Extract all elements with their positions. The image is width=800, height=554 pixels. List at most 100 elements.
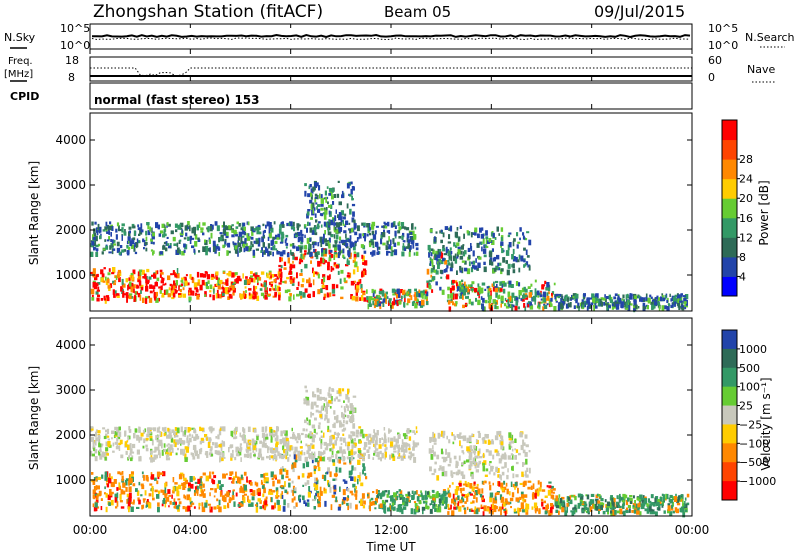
echo-cell — [292, 485, 295, 490]
echo-cell — [394, 230, 397, 237]
y-tick-label: 1000 — [55, 473, 86, 487]
echo-cell — [128, 474, 132, 479]
echo-cell — [461, 474, 466, 479]
echo-cell — [205, 281, 208, 288]
echo-cell — [174, 432, 178, 437]
echo-cell — [329, 487, 332, 493]
echo-cell — [106, 231, 110, 234]
echo-cell — [192, 290, 195, 296]
echo-cell — [260, 271, 265, 275]
echo-cell — [669, 511, 673, 516]
echo-cell — [130, 282, 134, 289]
echo-cell — [247, 495, 249, 502]
echo-cell — [106, 453, 109, 456]
echo-cell — [250, 226, 254, 231]
echo-cell — [459, 225, 462, 229]
echo-cell — [318, 185, 321, 191]
echo-cell — [512, 473, 515, 479]
echo-cell — [388, 300, 391, 303]
echo-cell — [168, 494, 171, 497]
echo-cell — [153, 427, 156, 432]
echo-cell — [282, 281, 285, 284]
echo-cell — [187, 427, 190, 433]
echo-cell — [656, 295, 659, 299]
echo-cell — [376, 430, 379, 436]
echo-cell — [361, 254, 364, 259]
echo-cell — [149, 451, 153, 454]
echo-cell — [104, 486, 106, 490]
echo-cell — [323, 293, 327, 299]
echo-cell — [281, 494, 284, 499]
echo-cell — [174, 427, 177, 431]
echo-cell — [384, 432, 386, 436]
echo-cell — [615, 501, 619, 506]
nave-trace — [90, 67, 692, 77]
echo-cell — [482, 452, 485, 459]
echo-cell — [389, 495, 391, 499]
colorbar-swatch — [722, 159, 737, 180]
echo-cell — [481, 437, 484, 441]
echo-cell — [363, 452, 366, 456]
echo-cell — [121, 278, 124, 285]
echo-cell — [541, 489, 546, 492]
echo-cell — [500, 237, 503, 242]
echo-cell — [131, 455, 134, 460]
echo-cell — [332, 294, 336, 297]
echo-cell — [378, 438, 382, 444]
echo-cell — [542, 291, 547, 298]
echo-cell — [570, 494, 574, 498]
echo-cell — [320, 242, 323, 247]
echo-cell — [164, 487, 167, 494]
echo-cell — [472, 250, 475, 257]
echo-cell — [282, 506, 286, 512]
echo-cell — [150, 241, 153, 244]
echo-cell — [150, 455, 153, 459]
echo-cell — [368, 433, 372, 438]
echo-cell — [462, 304, 465, 309]
echo-cell — [468, 447, 472, 454]
echo-cell — [376, 300, 380, 304]
echo-cell — [222, 229, 227, 234]
echo-cell — [159, 251, 163, 255]
echo-cell — [585, 503, 588, 507]
echo-cell — [217, 247, 221, 251]
echo-cell — [193, 492, 196, 496]
echo-cell — [260, 283, 263, 287]
echo-cell — [506, 488, 509, 495]
echo-cell — [441, 472, 445, 477]
echo-cell — [248, 292, 251, 296]
echo-cell — [112, 243, 116, 246]
echo-cell — [206, 274, 211, 280]
echo-cell — [242, 243, 246, 248]
echo-cell — [338, 456, 342, 461]
echo-cell — [122, 292, 125, 298]
echo-cell — [109, 473, 111, 479]
echo-cell — [524, 494, 528, 498]
echo-cell — [257, 452, 261, 459]
echo-cell — [199, 440, 202, 445]
echo-cell — [367, 493, 369, 497]
echo-cell — [411, 453, 415, 457]
echo-cell — [682, 511, 686, 518]
echo-cell — [464, 480, 467, 486]
echo-cell — [170, 230, 174, 235]
echo-cell — [430, 500, 433, 505]
echo-cell — [326, 443, 329, 447]
echo-cell — [577, 493, 582, 498]
echo-cell — [323, 432, 325, 438]
colorbar-swatch — [722, 198, 737, 219]
echo-cell — [105, 244, 108, 247]
echo-cell — [467, 284, 472, 288]
echo-cell — [263, 505, 266, 511]
echo-cell — [536, 488, 539, 492]
echo-cell — [663, 510, 666, 514]
echo-cell — [240, 474, 243, 479]
echo-cell — [523, 442, 526, 446]
echo-cell — [193, 229, 196, 236]
echo-cell — [374, 501, 377, 504]
echo-cell — [457, 286, 461, 291]
echo-cell — [464, 509, 467, 515]
echo-cell — [96, 494, 99, 501]
echo-cell — [496, 254, 500, 260]
echo-cell — [432, 445, 434, 450]
